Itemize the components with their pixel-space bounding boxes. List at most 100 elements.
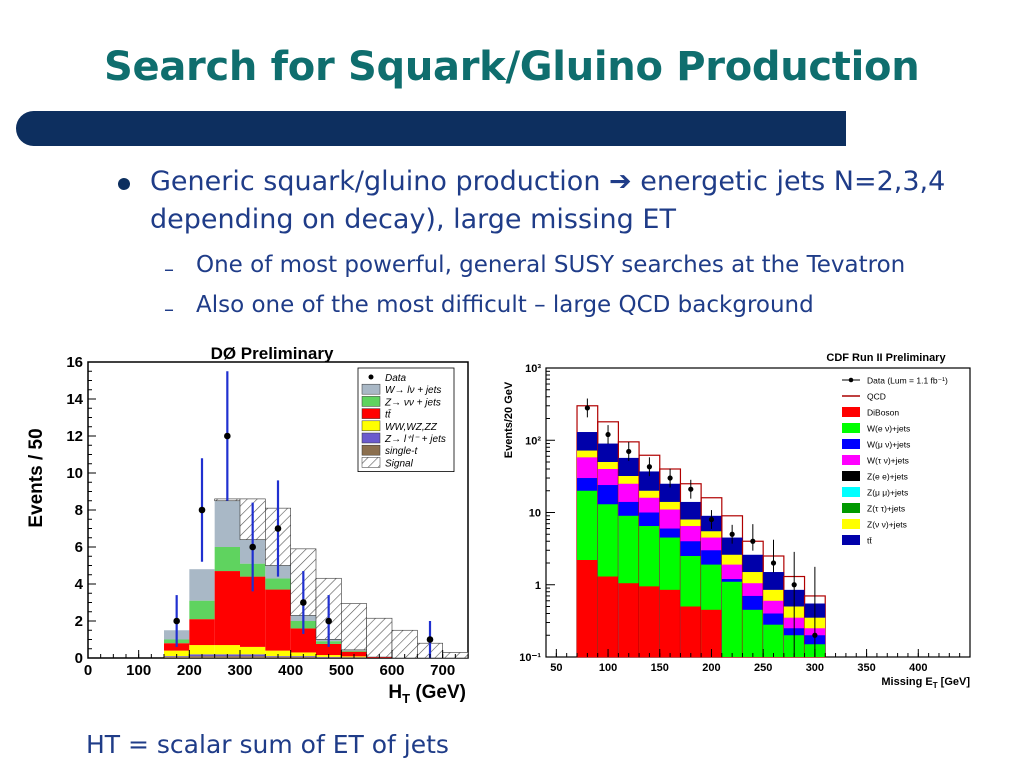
bar-signal-7 [341, 603, 367, 651]
bar-wwwzzz-0 [164, 650, 190, 657]
y-tick-label-3: 6 [75, 539, 83, 556]
legend-swatch-9 [842, 519, 860, 529]
bar-zjets-1 [189, 600, 215, 620]
x-tick-label-0: 50 [550, 662, 562, 674]
chart-title: CDF Run II Preliminary [826, 352, 946, 364]
x-tick-label-2: 200 [177, 662, 202, 679]
bar-qcd-6 [701, 609, 722, 657]
data-point-7 [729, 531, 735, 537]
legend-swatch-10 [842, 535, 860, 545]
y-tick-label-1: 2 [75, 613, 83, 630]
bar-qcd-4 [659, 589, 681, 657]
x-axis-label-part: T [933, 681, 938, 690]
legend-label-2: DiBoson [867, 408, 899, 418]
bullet-main: Generic squark/gluino production ➔ energ… [150, 166, 946, 235]
y-tick-label-5: 10 [66, 465, 83, 482]
x-tick-label-5: 500 [329, 662, 354, 679]
bar-wljets-7 [341, 649, 367, 651]
bar-qcd-3 [639, 586, 660, 657]
bar-qcd-5 [680, 606, 702, 657]
d0-ht-histogram: DØ Preliminary 0 100 200 300 400 500 600 700 0 2 4 6… [26, 344, 469, 706]
legend-swatch-3 [842, 423, 860, 433]
legend-label-9: Z(ν ν)+jets [867, 520, 907, 530]
legend-label-1: QCD [867, 392, 886, 402]
legend-swatch-4 [842, 439, 860, 449]
sub-bullet-dash-2: – [164, 297, 174, 321]
legend-swatch-7 [842, 487, 860, 497]
title-underline-bar [16, 111, 846, 146]
bullet-dot-icon [118, 178, 130, 190]
data-point-4 [274, 525, 282, 532]
y-tick-label-6: 12 [66, 428, 83, 445]
legend-label-2: Z→ νν + jets [384, 397, 441, 408]
y-tick-label-7: 14 [66, 391, 83, 408]
data-point-5 [688, 486, 694, 492]
bar-wwwzzz-3 [240, 646, 266, 655]
x-axis-label: Missing ET [GeV] [881, 676, 970, 690]
x-tick-label-0: 0 [84, 662, 92, 679]
x-tick-label-7: 400 [909, 662, 927, 674]
bar-qcd-0 [577, 560, 598, 657]
bar-qcd-2 [618, 583, 640, 657]
cdf-met-histogram: CDF Run II Preliminary 50 100 150 200 250 300 3… [503, 352, 971, 690]
x-axis-label: HT (GeV) [388, 682, 466, 706]
x-axis-label-part: Missing E [881, 676, 932, 688]
x-tick-label-1: 100 [599, 662, 617, 674]
y-tick-label-8: 16 [66, 354, 83, 371]
legend-label-4: W(μ ν)+jets [867, 440, 910, 450]
bar-tt-4 [265, 589, 291, 651]
bar-tt-1 [189, 619, 215, 646]
data-point-4 [667, 475, 673, 481]
y-tick-label-3: 10² [525, 435, 541, 447]
data-point-2 [626, 448, 632, 455]
legend-swatch-3 [361, 408, 381, 419]
bar-zjets-4 [265, 578, 291, 590]
chart-title: DØ Preliminary [211, 344, 334, 363]
data-point-0 [584, 405, 590, 411]
y-tick-label-2: 10 [529, 508, 541, 520]
legend-label-3: tt̄ [385, 408, 392, 420]
data-point-3 [646, 464, 653, 470]
legend-swatch-data [848, 377, 854, 383]
legend-label-0: Data (Lum = 1.1 fb⁻¹) [867, 376, 948, 386]
y-tick-label-0: 10⁻¹ [519, 652, 541, 664]
legend-label-10: tt̄ [867, 536, 872, 546]
x-tick-label-3: 300 [227, 662, 252, 679]
bar-zjets-9 [763, 624, 784, 657]
bar-zjets-2 [214, 547, 240, 572]
legend-swatch-2 [361, 396, 381, 407]
bar-wwwzzz-4 [265, 650, 291, 657]
x-tick-label-4: 250 [754, 662, 772, 674]
data-point-1 [605, 431, 611, 438]
data-point-0 [173, 617, 180, 625]
data-point-1 [198, 506, 206, 514]
legend-label-3: W(e ν)+jets [867, 424, 910, 434]
sub-bullet-dash-1: – [164, 257, 174, 281]
bar-signal-9 [391, 629, 418, 659]
legend-label-5: W(τ ν)+jets [867, 456, 909, 466]
data-point-7 [426, 636, 434, 643]
sub-bullet-1: One of most powerful, general SUSY searc… [196, 252, 906, 278]
data-point-11 [812, 632, 818, 638]
x-tick-label-6: 600 [379, 662, 404, 679]
data-point-6 [708, 516, 715, 523]
x-axis-label-part: [GeV] [938, 676, 971, 688]
legend-label-7: Z(μ μ)+jets [867, 488, 908, 498]
legend-swatch-4 [361, 420, 381, 432]
x-axis-label-part: T [402, 691, 410, 706]
slide-title: Search for Squark/Gluino Production [104, 44, 920, 90]
legend-swatch-8 [842, 503, 860, 513]
y-tick-label-4: 8 [75, 502, 83, 519]
legend-swatch-5 [361, 432, 381, 444]
x-tick-label-5: 300 [806, 662, 824, 674]
legend-label-7: Signal [385, 458, 414, 469]
x-axis-label-part: (GeV) [410, 682, 466, 703]
y-tick-label-2: 4 [75, 576, 84, 593]
x-tick-label-3: 200 [702, 662, 720, 674]
bar-wljets-2 [214, 500, 240, 547]
x-tick-label-6: 350 [857, 662, 875, 674]
y-tick-label-1: 1 [535, 580, 541, 592]
bar-zjets-7 [341, 650, 367, 652]
bar-zjets-7 [721, 581, 743, 657]
legend-label-6: Z(e e)+jets [867, 472, 908, 482]
